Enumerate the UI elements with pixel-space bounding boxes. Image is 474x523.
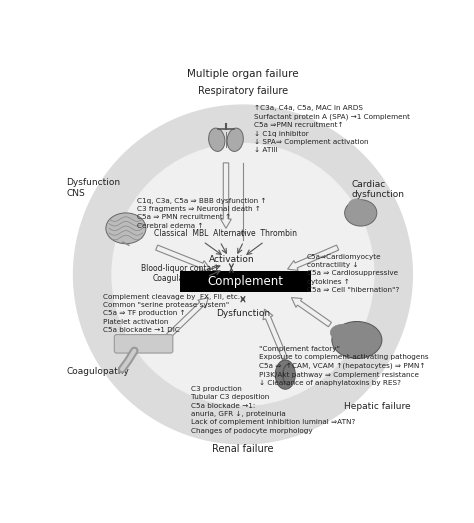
Text: Complement cleavage by  FX, FII, etc.
Common "serine protease system"
C5a ⇒ TF p: Complement cleavage by FX, FII, etc. Com… xyxy=(103,294,240,333)
Text: Classical  MBL  Alternative  Thrombin: Classical MBL Alternative Thrombin xyxy=(155,229,298,238)
Ellipse shape xyxy=(345,200,377,226)
Ellipse shape xyxy=(227,128,243,151)
Text: C1q, C3a, C5a ⇒ BBB dysfunction ↑
C3 fragments ⇒ Neuronal death ↑
C5a ⇒ PMN recr: C1q, C3a, C5a ⇒ BBB dysfunction ↑ C3 fra… xyxy=(137,198,267,229)
Text: Renal failure: Renal failure xyxy=(212,444,273,454)
Text: Respiratory failure: Respiratory failure xyxy=(198,86,288,96)
Text: Coagulation: Coagulation xyxy=(153,274,199,283)
Text: C3 production
Tubular C3 deposition
C5a blockade →1:
anuria, GFR ↓, proteinuria
: C3 production Tubular C3 deposition C5a … xyxy=(191,386,356,434)
Ellipse shape xyxy=(106,213,146,244)
Text: Complement: Complement xyxy=(207,275,283,288)
Text: Dysfunction
CNS: Dysfunction CNS xyxy=(66,178,121,198)
Text: Coagulopathy: Coagulopathy xyxy=(66,367,129,376)
Ellipse shape xyxy=(209,128,225,151)
Polygon shape xyxy=(166,298,208,338)
Polygon shape xyxy=(220,163,231,229)
Polygon shape xyxy=(155,245,210,271)
Ellipse shape xyxy=(332,322,382,358)
Ellipse shape xyxy=(348,199,365,212)
Text: Blood-liquor contact: Blood-liquor contact xyxy=(141,264,219,273)
Text: Multiple organ failure: Multiple organ failure xyxy=(187,69,299,79)
Circle shape xyxy=(73,105,412,444)
Text: Activation: Activation xyxy=(209,255,254,265)
Ellipse shape xyxy=(330,324,356,341)
FancyBboxPatch shape xyxy=(114,335,173,353)
Ellipse shape xyxy=(275,360,295,389)
Circle shape xyxy=(112,144,374,405)
Polygon shape xyxy=(263,309,288,360)
Text: C5a⇒Cardiomyocyte
contractility ↓
C5a ⇒ Cardiosuppressive
cytokines ↑
C5a ⇒ Cell: C5a⇒Cardiomyocyte contractility ↓ C5a ⇒ … xyxy=(307,254,399,293)
FancyBboxPatch shape xyxy=(180,271,310,292)
Polygon shape xyxy=(288,245,339,270)
Text: "Complement factory"
Exposure to complement-activating pathogens
C5a ⇒  ↑CAM, VC: "Complement factory" Exposure to complem… xyxy=(259,346,428,386)
Text: Dysfunction: Dysfunction xyxy=(216,309,270,318)
Text: Cardiac
dysfunction: Cardiac dysfunction xyxy=(352,180,404,199)
Text: ↑C3a, C4a, C5a, MAC in ARDS
Surfactant protein A (SPA) →1 Complement
C5a ⇒PMN re: ↑C3a, C4a, C5a, MAC in ARDS Surfactant p… xyxy=(255,105,410,153)
Polygon shape xyxy=(292,298,331,327)
Text: Hepatic failure: Hepatic failure xyxy=(344,402,410,411)
